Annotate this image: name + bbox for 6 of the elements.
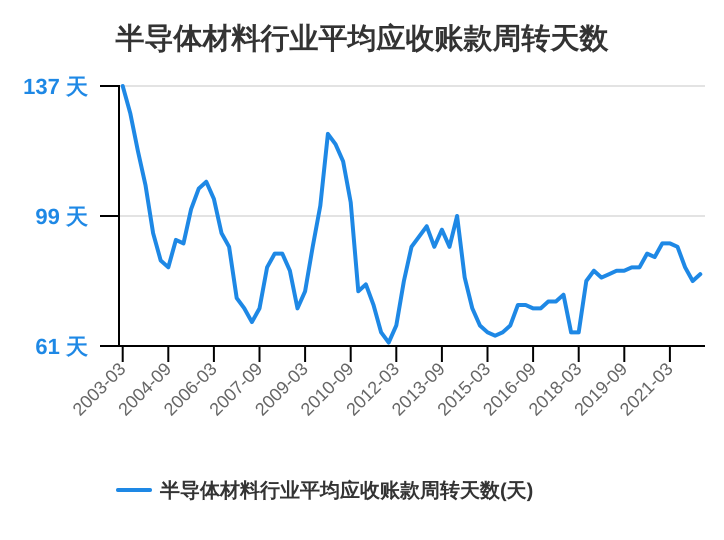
line-series bbox=[120, 84, 702, 345]
y-tick-label: 61 天 bbox=[35, 334, 88, 359]
y-tick-label: 99 天 bbox=[35, 204, 88, 229]
legend-label: 半导体材料行业平均应收账款周转天数(天) bbox=[159, 479, 534, 502]
chart-title: 半导体材料行业平均应收账款周转天数 bbox=[114, 22, 610, 55]
y-tick-label: 137 天 bbox=[23, 74, 88, 99]
